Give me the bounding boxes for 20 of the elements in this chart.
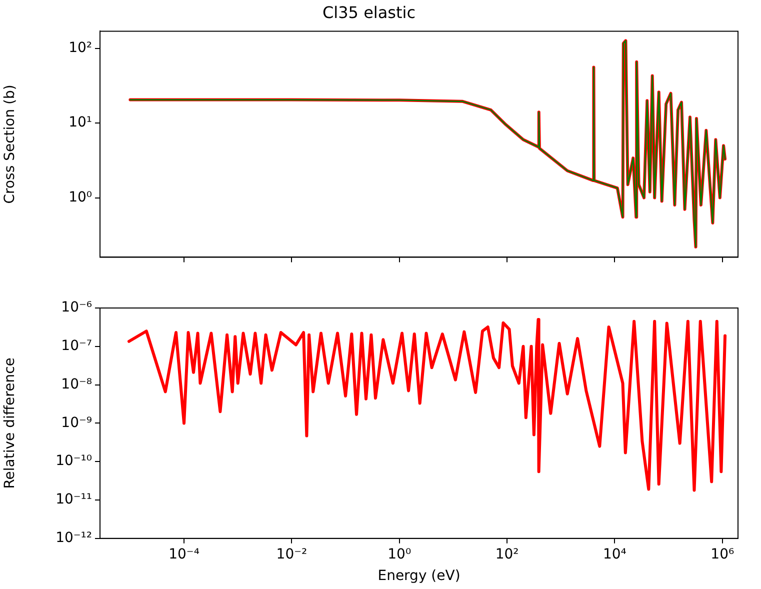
chart-title: Cl35 elastic xyxy=(322,2,416,22)
y-tick-label: 10⁻¹² xyxy=(56,530,92,546)
y-tick-label: 10⁻⁹ xyxy=(61,414,92,431)
y-tick-label: 10⁻⁷ xyxy=(61,338,92,354)
y-axis-title: Cross Section (b) xyxy=(2,84,18,204)
y-tick-label: 10⁻¹¹ xyxy=(56,492,92,508)
y-axis-title: Relative difference xyxy=(2,358,18,489)
x-tick-label: 10² xyxy=(495,546,519,562)
x-tick-label: 10⁻² xyxy=(276,546,308,562)
x-axis-title: Energy (eV) xyxy=(378,568,460,584)
x-tick-label: 10⁰ xyxy=(388,546,412,562)
y-tick-label: 10⁰ xyxy=(68,189,92,206)
x-tick-label: 10⁶ xyxy=(710,546,734,562)
x-tick-label: 10⁴ xyxy=(602,546,627,562)
y-tick-label: 10⁻¹⁰ xyxy=(56,453,92,470)
y-tick-label: 10¹ xyxy=(68,114,92,131)
y-tick-label: 10⁻⁸ xyxy=(61,376,92,392)
y-tick-label: 10⁻⁶ xyxy=(61,300,92,316)
y-tick-label: 10² xyxy=(68,40,92,56)
x-tick-label: 10⁻⁴ xyxy=(168,546,200,562)
